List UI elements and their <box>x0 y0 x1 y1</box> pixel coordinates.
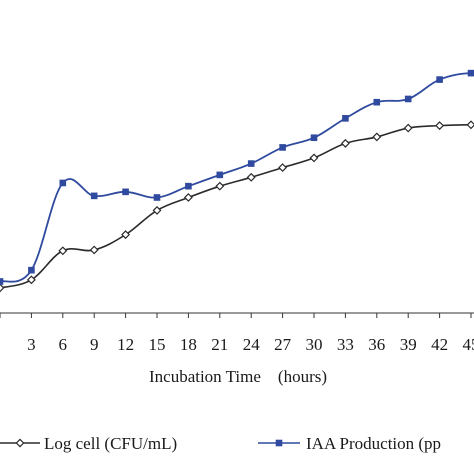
data-point-log-cell-10 <box>309 153 319 163</box>
data-point-iaa-13 <box>404 95 412 103</box>
x-axis-title: Incubation Time (hours) <box>149 367 327 386</box>
x-tick-label: 9 <box>90 335 99 354</box>
data-point-log-cell-8 <box>246 172 256 182</box>
series-line-iaa-production <box>0 72 474 283</box>
x-tick-label: 15 <box>149 335 166 354</box>
data-point-iaa-11 <box>342 115 349 122</box>
legend-label-iaa: IAA Production (pp <box>306 434 441 453</box>
legend-label-log-cell: Log cell (CFU/mL) <box>44 434 177 453</box>
data-point-log-cell-5 <box>152 205 162 215</box>
data-point-iaa-8 <box>247 160 255 167</box>
x-tick-label: 18 <box>180 335 197 354</box>
data-point-iaa-5 <box>153 194 161 201</box>
data-point-log-cell-9 <box>278 163 288 173</box>
x-tick-label: 42 <box>431 335 448 354</box>
data-point-iaa-6 <box>185 182 192 190</box>
data-point-log-cell-3 <box>89 245 99 255</box>
x-tick-label: 3 <box>27 335 36 354</box>
data-point-log-cell-4 <box>121 230 131 240</box>
data-point-log-cell-7 <box>215 181 225 191</box>
data-point-iaa-7 <box>216 171 224 179</box>
x-tick-label: 6 <box>59 335 68 354</box>
x-tick-label: 30 <box>306 335 323 354</box>
data-point-iaa-0 <box>0 278 4 285</box>
x-tick-label: 33 <box>337 335 354 354</box>
data-point-log-cell-13 <box>403 123 413 133</box>
data-point-iaa-4 <box>122 188 129 196</box>
x-tick-label: 36 <box>368 335 385 354</box>
data-point-log-cell-11 <box>340 138 350 148</box>
data-point-iaa-1 <box>28 266 35 274</box>
data-point-log-cell-2 <box>58 246 68 256</box>
data-point-iaa-15 <box>467 69 474 77</box>
x-tick-label: 39 <box>400 335 417 354</box>
x-tick-label: 21 <box>211 335 228 354</box>
legend: Log cell (CFU/mL) IAA Production (pp <box>0 434 441 453</box>
data-point-iaa-2 <box>59 179 67 187</box>
x-tick-label: 24 <box>243 335 261 354</box>
legend-marker-iaa <box>275 439 283 447</box>
series-line-log-cell <box>0 123 474 289</box>
x-tick-label: 12 <box>117 335 134 354</box>
data-point-iaa-14 <box>436 76 443 83</box>
plot-area <box>0 69 474 293</box>
data-point-log-cell-12 <box>372 132 382 142</box>
x-tick-label: 45 <box>463 335 474 354</box>
data-point-log-cell-0 <box>0 283 5 293</box>
data-point-iaa-10 <box>310 134 318 142</box>
data-point-log-cell-15 <box>466 120 474 130</box>
data-point-log-cell-1 <box>26 275 36 285</box>
data-point-iaa-9 <box>279 144 286 151</box>
data-point-log-cell-14 <box>435 121 445 131</box>
data-point-log-cell-6 <box>183 193 193 202</box>
data-point-iaa-3 <box>90 192 98 200</box>
x-axis: 369121518212427303336394245 <box>0 312 474 354</box>
legend-marker-log-cell <box>15 438 25 448</box>
data-point-iaa-12 <box>373 98 381 106</box>
x-tick-label: 27 <box>274 335 292 354</box>
